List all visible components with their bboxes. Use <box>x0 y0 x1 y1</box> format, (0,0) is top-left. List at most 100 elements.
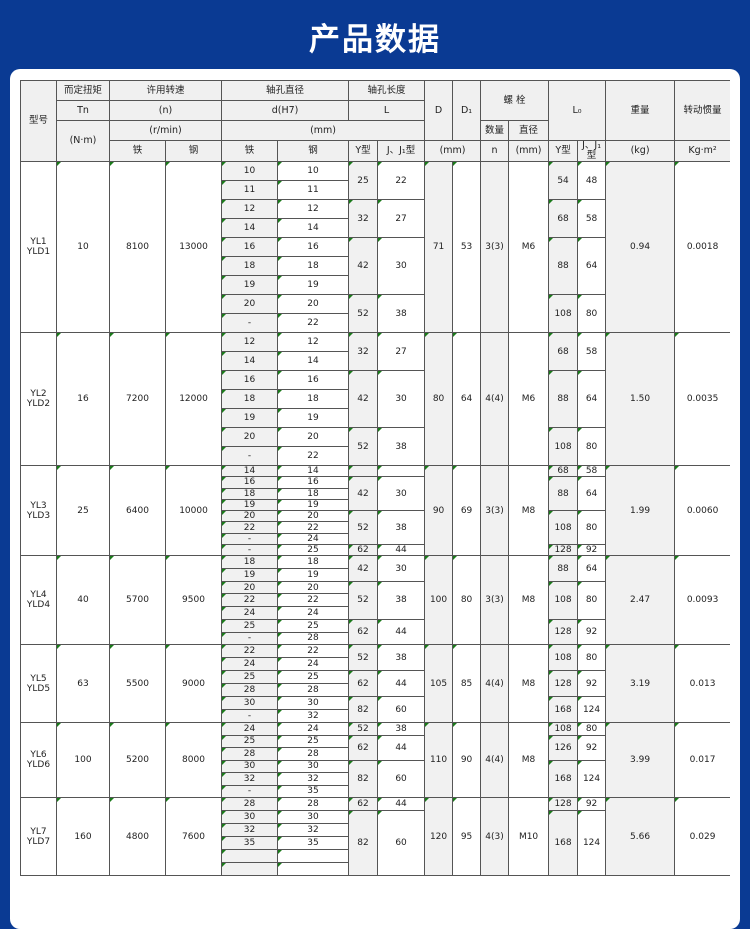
L0-y-cell: 88 <box>548 476 579 512</box>
L0-j-cell: 64 <box>577 476 607 512</box>
bore-iron-cell: 20 <box>221 294 279 314</box>
speed-iron-cell: 6400 <box>109 464 166 557</box>
bore-iron-cell <box>221 862 279 877</box>
bore-steel-cell: 30 <box>277 810 350 825</box>
length-j-cell: 30 <box>377 370 426 428</box>
L0-j-cell: 80 <box>577 510 607 546</box>
bore-iron-cell: 25 <box>221 734 279 749</box>
table-row: 24 24 <box>21 606 731 620</box>
bolt-qty-cell: 3(3) <box>480 464 510 557</box>
bore-steel-cell: 25 <box>277 670 350 685</box>
torque-cell: 25 <box>56 464 110 557</box>
bore-steel-cell: 11 <box>277 180 350 200</box>
bore-iron-cell: 11 <box>221 180 279 200</box>
bore-iron-cell: 28 <box>221 797 279 812</box>
bore-steel-cell: 10 <box>277 161 350 181</box>
L0-j-cell: 92 <box>577 670 607 698</box>
bore-iron-cell: 10 <box>221 161 279 181</box>
bore-iron-cell: - <box>221 544 279 557</box>
L0-j-cell: 92 <box>577 544 607 557</box>
bore-steel-cell: 14 <box>277 464 350 478</box>
length-y-cell: 52 <box>348 427 379 466</box>
hdr-torque-sym: Tn <box>56 100 110 121</box>
bore-iron-cell: 16 <box>221 476 279 489</box>
L0-y-cell: 128 <box>548 797 579 812</box>
bore-steel-cell: 22 <box>277 313 350 333</box>
bore-iron-cell: - <box>221 532 279 546</box>
inertia-cell: 0.0060 <box>674 464 730 557</box>
hdr-weight: 重量 <box>605 80 676 141</box>
bore-steel-cell: 18 <box>277 555 350 570</box>
hdr-L0-j: J、J₁型 <box>577 140 607 162</box>
length-y-cell: 42 <box>348 237 379 295</box>
length-y-cell: 32 <box>348 199 379 238</box>
bore-iron-cell: 32 <box>221 823 279 838</box>
table-row: 11 11 <box>21 180 731 200</box>
table-row: 16 16 42 30 88 64 <box>21 476 731 512</box>
L0-j-cell: 124 <box>577 696 607 724</box>
speed-steel-cell: 12000 <box>164 332 223 466</box>
speed-steel-cell: 8000 <box>164 722 223 799</box>
table-row <box>21 862 731 877</box>
bore-steel-cell: 20 <box>277 294 350 314</box>
length-j-cell: 44 <box>377 618 426 646</box>
bore-steel-cell: 24 <box>277 606 350 620</box>
bore-iron-cell: 35 <box>221 836 279 851</box>
bore-iron-cell: 20 <box>221 580 279 595</box>
weight-cell: 2.47 <box>605 555 676 646</box>
model-cell: YL4 YLD4 <box>20 555 57 646</box>
hdr-model: 型号 <box>20 80 57 162</box>
L0-j-cell: 80 <box>577 722 607 736</box>
bore-steel-cell: 18 <box>277 389 350 409</box>
bore-steel-cell: 16 <box>277 237 350 257</box>
torque-cell: 10 <box>56 161 110 333</box>
bore-iron-cell: 25 <box>221 618 279 633</box>
length-j-cell: 44 <box>377 734 426 761</box>
bore-steel-cell: 22 <box>277 644 350 659</box>
speed-iron-cell: 7200 <box>109 332 166 466</box>
bore-steel-cell: 19 <box>277 408 350 428</box>
length-y-cell: 62 <box>348 734 379 761</box>
bolt-dia-cell: M8 <box>508 644 550 724</box>
length-j-cell: 22 <box>377 161 426 200</box>
bore-iron-cell: 18 <box>221 256 279 276</box>
bolt-qty-cell: 3(3) <box>480 161 510 333</box>
bore-iron-cell: 28 <box>221 683 279 698</box>
length-j-cell: 38 <box>377 427 426 466</box>
table-row: 30 30 82 60 168 124 <box>21 759 731 799</box>
bore-steel-cell: 25 <box>277 544 350 557</box>
weight-cell: 3.19 <box>605 644 676 724</box>
bore-steel-cell: 30 <box>277 696 350 711</box>
bore-steel-cell: 24 <box>277 722 350 736</box>
L0-j-cell: 92 <box>577 734 607 761</box>
bore-steel-cell <box>277 849 350 864</box>
weight-cell: 3.99 <box>605 722 676 799</box>
L0-y-cell: 108 <box>548 427 579 466</box>
length-j-cell: 44 <box>377 670 426 698</box>
bore-iron-cell: 22 <box>221 593 279 608</box>
bore-steel-cell: 28 <box>277 631 350 646</box>
bore-iron-cell: 30 <box>221 759 279 774</box>
table-row: YL5 YLD5 63 5500 9000 22 22 52 38 105 85 4(4) M8 108… <box>20 644 730 724</box>
D-cell: 80 <box>424 332 454 466</box>
bore-steel-cell: 32 <box>277 709 350 724</box>
L0-y-cell: 68 <box>548 332 579 371</box>
bore-iron-cell: 14 <box>221 351 279 371</box>
bore-iron-cell: 14 <box>221 464 279 478</box>
bore-steel-cell: 20 <box>277 427 350 447</box>
bore-steel-cell: 25 <box>277 618 350 633</box>
inertia-cell: 0.013 <box>674 644 730 724</box>
hdr-speed-iron: 铁 <box>109 140 166 162</box>
length-j-cell: 30 <box>377 476 426 512</box>
spec-table: 型号 而定扭矩 许用转速 轴孔直径 轴孔长度 D D₁ 螺 栓 L₀ 重量 转动… <box>20 80 731 877</box>
bore-steel-cell: 16 <box>277 370 350 390</box>
bore-steel-cell: 22 <box>277 593 350 608</box>
hdr-y-type: Y型 <box>348 140 379 162</box>
hdr-bolt: 螺 栓 <box>480 80 550 121</box>
inertia-cell: 0.0018 <box>674 161 730 333</box>
table-row: 20 20 52 38 108 80 <box>21 580 731 620</box>
bore-iron-cell: 14 <box>221 218 279 238</box>
torque-cell: 40 <box>56 555 110 646</box>
model-cell: YL7 YLD7 <box>20 797 57 877</box>
hdr-D-mm: (mm) <box>424 140 482 162</box>
